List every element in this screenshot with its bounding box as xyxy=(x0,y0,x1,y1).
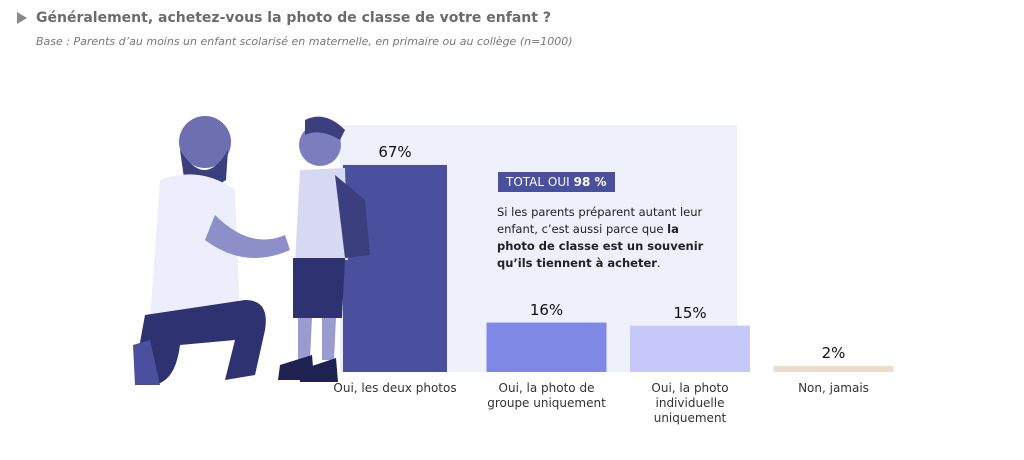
total-box: TOTAL OUI 98 % xyxy=(498,172,615,192)
bar xyxy=(773,365,894,372)
annotation-end: . xyxy=(656,256,661,270)
annotation: Si les parents préparent autant leur enf… xyxy=(497,204,707,272)
value-label: 15% xyxy=(673,303,707,322)
chart-title: Généralement, achetez-vous la photo de c… xyxy=(36,10,551,26)
x-tick-label: Oui, la photo de groupe uniquement xyxy=(487,381,606,410)
total-label: TOTAL OUI xyxy=(506,175,570,189)
x-tick-label: Oui, la photo individuelle uniquement xyxy=(651,381,729,425)
value-label: 2% xyxy=(821,343,846,362)
x-tick-label: Non, jamais xyxy=(798,381,869,395)
annotation-text: Si les parents préparent autant leur enf… xyxy=(497,205,703,236)
value-label: 67% xyxy=(378,142,412,161)
title-marker xyxy=(17,12,27,24)
bar xyxy=(486,322,607,372)
x-tick-label: Oui, les deux photos xyxy=(333,381,457,395)
illustration xyxy=(133,116,370,385)
bar xyxy=(630,325,750,372)
chart-subtitle: Base : Parents d’au moins un enfant scol… xyxy=(36,35,573,48)
total-value: 98 % xyxy=(573,175,607,189)
value-label: 16% xyxy=(529,300,564,319)
annotation-bold: la photo de classe est un souvenir qu’il… xyxy=(497,222,704,270)
